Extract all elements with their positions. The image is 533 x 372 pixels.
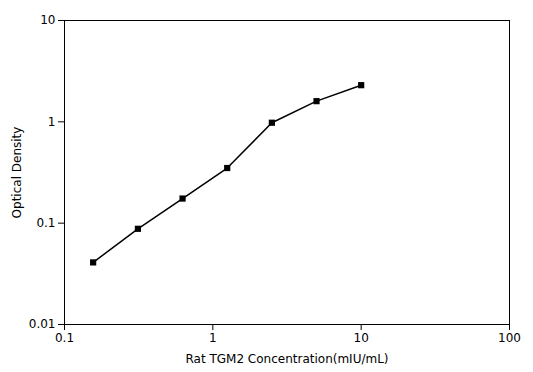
svg-text:1: 1 [48,115,56,129]
svg-text:Optical Density: Optical Density [10,127,24,219]
svg-text:0.1: 0.1 [36,216,55,230]
svg-text:10: 10 [354,331,369,345]
svg-text:0.1: 0.1 [55,331,74,345]
svg-text:0.01: 0.01 [29,317,56,331]
svg-text:100: 100 [498,331,521,345]
svg-text:1: 1 [209,331,217,345]
svg-text:10: 10 [40,13,55,27]
svg-text:Rat TGM2 Concentration(mIU/mL): Rat TGM2 Concentration(mIU/mL) [185,352,388,366]
